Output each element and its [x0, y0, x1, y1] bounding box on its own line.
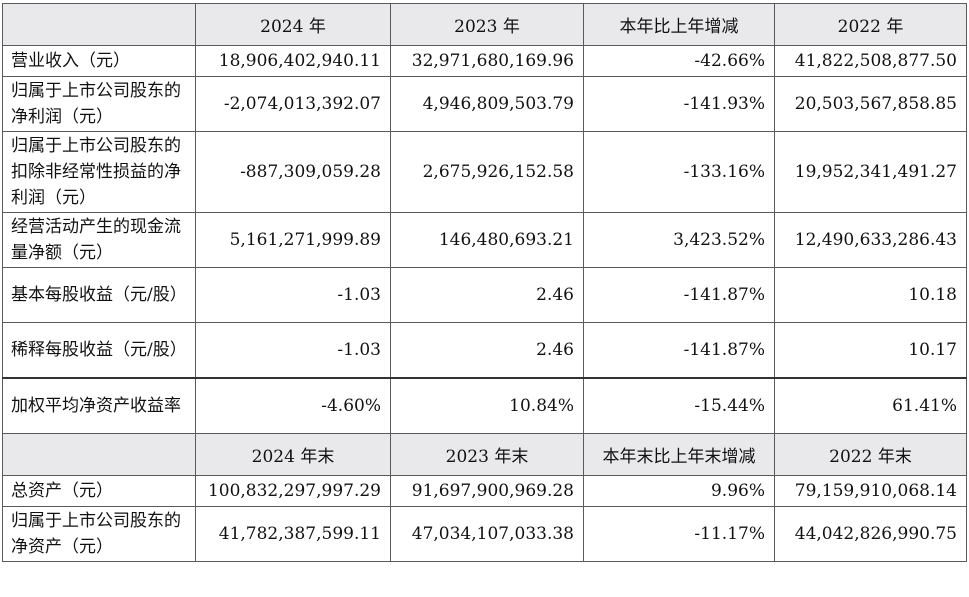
value-change: -11.17% — [583, 506, 775, 562]
value-2022: 41,822,508,877.50 — [774, 45, 967, 77]
table-row: 经营活动产生的现金流量净额（元） 5,161,271,999.89 146,48… — [2, 212, 967, 268]
value-change: -141.87% — [583, 267, 775, 323]
value-2022: 20,503,567,858.85 — [774, 76, 967, 132]
value-2022: 61.41% — [774, 377, 967, 434]
value-2022: 79,159,910,068.14 — [774, 475, 967, 507]
row-label: 总资产（元） — [2, 475, 196, 507]
table-header-row-year-end: 2024 年末 2023 年末 本年末比上年末增减 2022 年末 — [2, 433, 967, 476]
row-label: 经营活动产生的现金流量净额（元） — [2, 212, 196, 268]
value-2023: 4,946,809,503.79 — [390, 76, 584, 132]
table-row: 总资产（元） 100,832,297,997.29 91,697,900,969… — [2, 475, 967, 507]
header-cell-2023: 2023 年 — [390, 3, 584, 46]
table-row: 归属于上市公司股东的净资产（元） 41,782,387,599.11 47,03… — [2, 506, 967, 562]
value-2023: 2.46 — [390, 267, 584, 323]
header-cell-2022: 2022 年 — [774, 3, 967, 46]
value-2024: -887,309,059.28 — [195, 131, 391, 213]
value-2022: 10.18 — [774, 267, 967, 323]
value-change: -15.44% — [583, 377, 775, 434]
financial-table-container: 2024 年 2023 年 本年比上年增减 2022 年 营业收入（元） 18,… — [2, 3, 967, 562]
value-2023: 146,480,693.21 — [390, 212, 584, 268]
table-row: 归属于上市公司股东的净利润（元） -2,074,013,392.07 4,946… — [2, 76, 967, 132]
header-cell-empty — [2, 3, 196, 46]
header-cell-change-end: 本年末比上年末增减 — [583, 433, 775, 476]
value-2024: 5,161,271,999.89 — [195, 212, 391, 268]
row-label: 基本每股收益（元/股） — [2, 267, 196, 323]
value-2024: -4.60% — [195, 377, 391, 434]
value-2024: -1.03 — [195, 322, 391, 379]
table-row: 稀释每股收益（元/股） -1.03 2.46 -141.87% 10.17 — [2, 322, 967, 379]
value-2024: -2,074,013,392.07 — [195, 76, 391, 132]
value-2022: 19,952,341,491.27 — [774, 131, 967, 213]
value-2022: 44,042,826,990.75 — [774, 506, 967, 562]
header-cell-2023-end: 2023 年末 — [390, 433, 584, 476]
value-2024: -1.03 — [195, 267, 391, 323]
value-2024: 41,782,387,599.11 — [195, 506, 391, 562]
row-label: 归属于上市公司股东的扣除非经常性损益的净利润（元） — [2, 131, 196, 213]
table-row: 营业收入（元） 18,906,402,940.11 32,971,680,169… — [2, 45, 967, 77]
value-2024: 18,906,402,940.11 — [195, 45, 391, 77]
row-label: 归属于上市公司股东的净资产（元） — [2, 506, 196, 562]
table-row: 加权平均净资产收益率 -4.60% 10.84% -15.44% 61.41% — [2, 377, 967, 434]
value-2023: 2,675,926,152.58 — [390, 131, 584, 213]
value-change: 3,423.52% — [583, 212, 775, 268]
value-2023: 10.84% — [390, 377, 584, 434]
header-cell-empty — [2, 433, 196, 476]
row-label: 加权平均净资产收益率 — [2, 377, 196, 434]
value-2022: 10.17 — [774, 322, 967, 379]
row-label: 归属于上市公司股东的净利润（元） — [2, 76, 196, 132]
value-change: -133.16% — [583, 131, 775, 213]
key-financial-indicators-table: 2024 年 2023 年 本年比上年增减 2022 年 营业收入（元） 18,… — [2, 3, 967, 562]
value-2024: 100,832,297,997.29 — [195, 475, 391, 507]
value-2023: 2.46 — [390, 322, 584, 379]
header-cell-2024-end: 2024 年末 — [195, 433, 391, 476]
value-2022: 12,490,633,286.43 — [774, 212, 967, 268]
value-change: -141.93% — [583, 76, 775, 132]
value-change: -42.66% — [583, 45, 775, 77]
table-row: 归属于上市公司股东的扣除非经常性损益的净利润（元） -887,309,059.2… — [2, 131, 967, 213]
value-change: -141.87% — [583, 322, 775, 379]
table-row: 基本每股收益（元/股） -1.03 2.46 -141.87% 10.18 — [2, 267, 967, 323]
value-2023: 47,034,107,033.38 — [390, 506, 584, 562]
header-cell-change: 本年比上年增减 — [583, 3, 775, 46]
value-2023: 32,971,680,169.96 — [390, 45, 584, 77]
value-change: 9.96% — [583, 475, 775, 507]
header-cell-2024: 2024 年 — [195, 3, 391, 46]
table-header-row: 2024 年 2023 年 本年比上年增减 2022 年 — [2, 3, 967, 46]
header-cell-2022-end: 2022 年末 — [774, 433, 967, 476]
value-2023: 91,697,900,969.28 — [390, 475, 584, 507]
row-label: 营业收入（元） — [2, 45, 196, 77]
row-label: 稀释每股收益（元/股） — [2, 322, 196, 379]
